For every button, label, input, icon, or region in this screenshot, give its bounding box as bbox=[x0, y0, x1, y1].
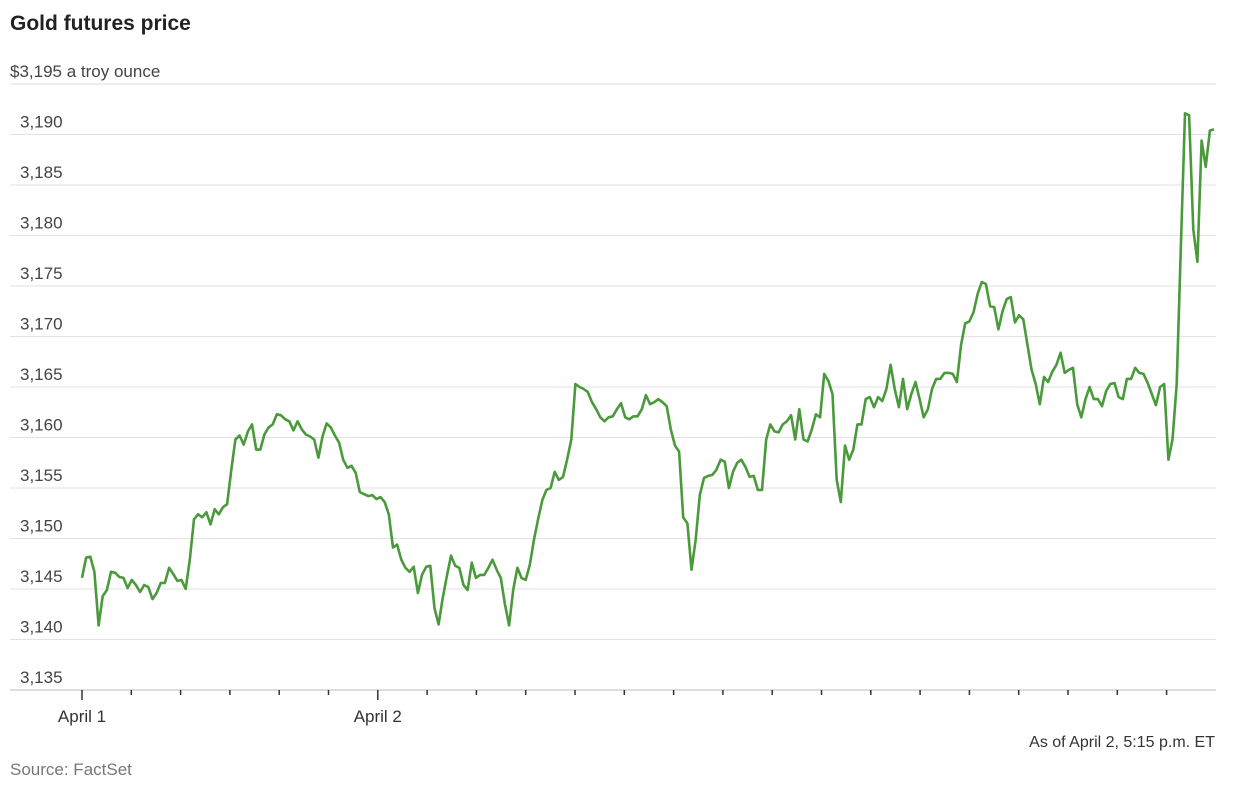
y-tick-label: 3,140 bbox=[20, 618, 63, 637]
y-tick-label: $3,195 a troy ounce bbox=[10, 62, 160, 81]
source-note: Source: FactSet bbox=[10, 760, 132, 779]
y-tick-label: 3,165 bbox=[20, 365, 63, 384]
x-tick-label: April 2 bbox=[354, 707, 402, 726]
y-tick-label: 3,150 bbox=[20, 517, 63, 536]
as-of-note: As of April 2, 5:15 p.m. ET bbox=[1029, 734, 1215, 751]
y-tick-label: 3,175 bbox=[20, 264, 63, 283]
y-tick-label: 3,180 bbox=[20, 214, 63, 233]
y-tick-label: 3,160 bbox=[20, 416, 63, 435]
y-tick-label: 3,190 bbox=[20, 113, 63, 132]
price-line bbox=[80, 112, 1215, 627]
y-tick-label: 3,135 bbox=[20, 668, 63, 687]
y-tick-label: 3,145 bbox=[20, 567, 63, 586]
x-tick-label: April 1 bbox=[58, 707, 106, 726]
chart-title: Gold futures price bbox=[10, 12, 191, 35]
y-tick-label: 3,170 bbox=[20, 315, 63, 334]
y-tick-label: 3,155 bbox=[20, 466, 63, 485]
y-tick-label: 3,185 bbox=[20, 163, 63, 182]
